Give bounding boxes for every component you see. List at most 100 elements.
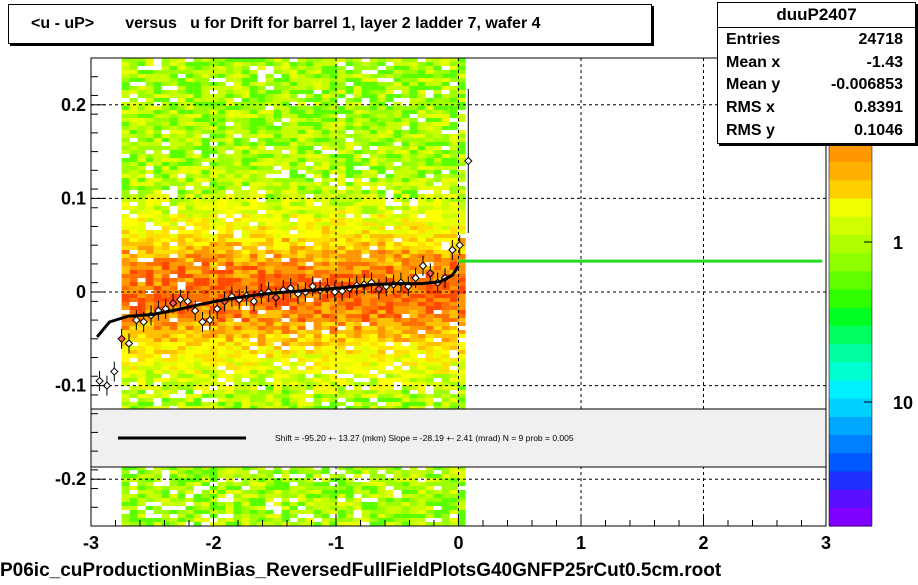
heatmap-cell bbox=[137, 474, 146, 478]
heatmap-cell bbox=[161, 350, 170, 354]
heatmap-cell bbox=[265, 474, 274, 478]
heatmap-cell bbox=[337, 246, 346, 250]
heatmap-cell bbox=[417, 402, 426, 406]
heatmap-cell bbox=[273, 98, 282, 102]
heatmap-cell bbox=[305, 402, 314, 406]
heatmap-cell bbox=[177, 202, 186, 206]
heatmap-cell bbox=[449, 346, 458, 350]
heatmap-cell bbox=[305, 190, 314, 194]
heatmap-cell bbox=[185, 314, 194, 318]
heatmap-cell bbox=[417, 158, 426, 162]
heatmap-cell bbox=[385, 274, 394, 278]
heatmap-cell bbox=[369, 242, 378, 246]
heatmap-cell bbox=[321, 146, 330, 150]
heatmap-cell bbox=[409, 342, 418, 346]
heatmap-cell bbox=[185, 106, 194, 110]
heatmap-cell bbox=[177, 326, 186, 330]
heatmap-cell bbox=[297, 522, 306, 526]
heatmap-cell bbox=[369, 486, 378, 490]
heatmap-cell bbox=[377, 234, 386, 238]
heatmap-cell bbox=[185, 506, 194, 510]
heatmap-cell bbox=[249, 162, 258, 166]
heatmap-cell bbox=[441, 510, 450, 514]
heatmap-cell bbox=[441, 298, 450, 302]
heatmap-cell bbox=[449, 238, 458, 242]
heatmap-cell bbox=[201, 190, 210, 194]
heatmap-cell bbox=[393, 274, 402, 278]
heatmap-cell bbox=[393, 94, 402, 98]
heatmap-cell bbox=[241, 198, 250, 202]
heatmap-cell bbox=[249, 198, 258, 202]
heatmap-cell bbox=[241, 510, 250, 514]
heatmap-cell bbox=[161, 270, 170, 274]
heatmap-cell bbox=[129, 242, 138, 246]
heatmap-cell bbox=[337, 370, 346, 374]
heatmap-cell bbox=[201, 146, 210, 150]
heatmap-cell bbox=[241, 282, 250, 286]
heatmap-cell bbox=[409, 330, 418, 334]
heatmap-cell bbox=[369, 362, 378, 366]
heatmap-cell bbox=[257, 406, 266, 410]
heatmap-cell bbox=[129, 474, 138, 478]
heatmap-cell bbox=[369, 62, 378, 66]
heatmap-cell bbox=[313, 382, 322, 386]
heatmap-cell bbox=[121, 370, 130, 374]
heatmap-cell bbox=[329, 254, 338, 258]
heatmap-cell bbox=[297, 278, 306, 282]
heatmap-cell bbox=[433, 390, 442, 394]
heatmap-cell bbox=[393, 522, 402, 526]
heatmap-cell bbox=[121, 470, 130, 474]
heatmap-cell bbox=[385, 154, 394, 158]
heatmap-cell bbox=[193, 266, 202, 270]
heatmap-cell bbox=[257, 326, 266, 330]
heatmap-cell bbox=[281, 138, 290, 142]
heatmap-cell bbox=[441, 174, 450, 178]
heatmap-cell bbox=[337, 266, 346, 270]
heatmap-cell bbox=[129, 62, 138, 66]
heatmap-cell bbox=[345, 58, 354, 62]
heatmap-cell bbox=[385, 330, 394, 334]
heatmap-cell bbox=[201, 102, 210, 106]
heatmap-cell bbox=[369, 406, 378, 410]
heatmap-cell bbox=[361, 346, 370, 350]
heatmap-cell bbox=[201, 494, 210, 498]
heatmap-cell bbox=[321, 470, 330, 474]
heatmap-cell bbox=[161, 222, 170, 226]
heatmap-cell bbox=[145, 482, 154, 486]
heatmap-cell bbox=[153, 282, 162, 286]
heatmap-cell bbox=[193, 506, 202, 510]
heatmap-cell bbox=[337, 390, 346, 394]
heatmap-cell bbox=[153, 126, 162, 130]
heatmap-cell bbox=[449, 370, 458, 374]
heatmap-cell bbox=[321, 98, 330, 102]
heatmap-cell bbox=[345, 146, 354, 150]
heatmap-cell bbox=[401, 286, 410, 290]
heatmap-cell bbox=[433, 346, 442, 350]
heatmap-cell bbox=[329, 338, 338, 342]
heatmap-cell bbox=[329, 114, 338, 118]
heatmap-cell bbox=[265, 394, 274, 398]
heatmap-cell bbox=[393, 130, 402, 134]
heatmap-cell bbox=[289, 306, 298, 310]
heatmap-cell bbox=[281, 362, 290, 366]
heatmap-cell bbox=[193, 130, 202, 134]
heatmap-cell bbox=[313, 122, 322, 126]
heatmap-cell bbox=[369, 354, 378, 358]
heatmap-cell bbox=[257, 250, 266, 254]
heatmap-cell bbox=[137, 354, 146, 358]
heatmap-cell bbox=[169, 258, 178, 262]
heatmap-cell bbox=[297, 130, 306, 134]
heatmap-cell bbox=[137, 246, 146, 250]
heatmap-cell bbox=[129, 194, 138, 198]
heatmap-cell bbox=[281, 282, 290, 286]
heatmap-cell bbox=[337, 162, 346, 166]
heatmap-cell bbox=[361, 242, 370, 246]
heatmap-cell bbox=[241, 354, 250, 358]
heatmap-cell bbox=[329, 118, 338, 122]
heatmap-cell bbox=[449, 382, 458, 386]
heatmap-cell bbox=[129, 354, 138, 358]
heatmap-cell bbox=[185, 162, 194, 166]
heatmap-cell bbox=[193, 78, 202, 82]
heatmap-cell bbox=[313, 490, 322, 494]
heatmap-cell bbox=[233, 398, 242, 402]
